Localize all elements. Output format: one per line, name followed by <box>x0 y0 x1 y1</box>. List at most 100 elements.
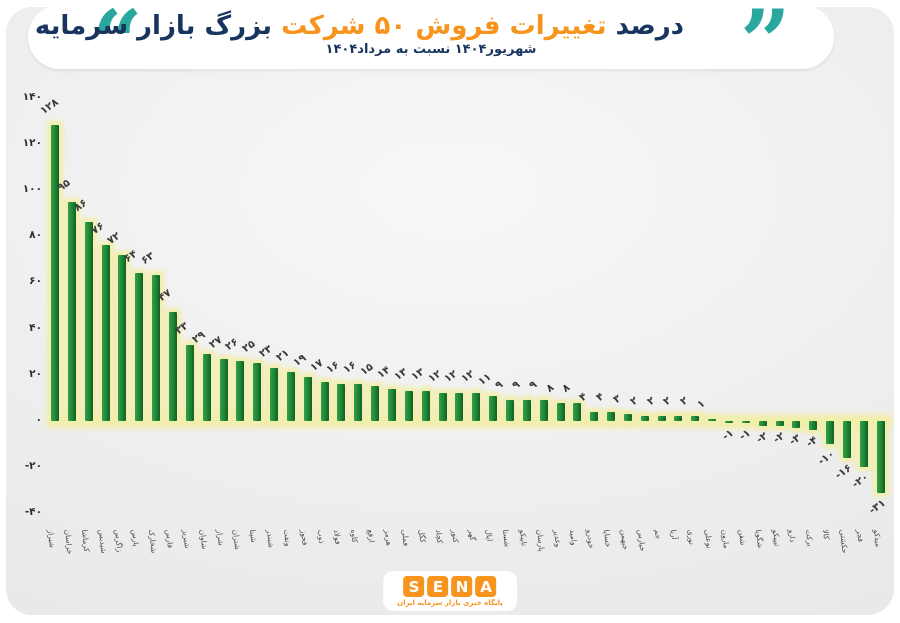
y-tick-label: -۲۰ <box>24 460 42 473</box>
bar <box>438 393 447 421</box>
category-label-text: شستا <box>500 529 512 548</box>
bar <box>859 421 868 468</box>
bar-value-label: ۲۷ <box>206 333 225 351</box>
bar <box>708 418 717 421</box>
category-label-text: کگل <box>416 529 428 544</box>
chart-title: درصد تغییرات فروش ۵۰ شرکت بزرگ بازار سرم… <box>35 11 684 41</box>
bar <box>135 273 144 421</box>
category-label-text: ارفع <box>366 529 377 544</box>
bar-value-label: ۱۶ <box>341 358 359 377</box>
sena-letter: N <box>451 576 473 597</box>
category-label-text: کاوه <box>349 529 360 544</box>
bar <box>286 372 295 421</box>
bar <box>573 402 582 421</box>
y-tick-label: -۴۰ <box>24 506 42 519</box>
category-label-text: فجر <box>854 529 866 543</box>
category-label-text: تاپیکو <box>517 529 529 547</box>
y-tick-label: ۸۰ <box>29 229 42 242</box>
bar <box>421 390 430 421</box>
bar <box>303 377 312 421</box>
bar <box>219 358 228 421</box>
bar <box>741 421 750 424</box>
title-part-dark-2: بزرگ بازار سرمایه <box>34 11 273 41</box>
bar <box>455 393 464 421</box>
title-part-dark-1: درصد <box>615 11 684 41</box>
bar <box>725 421 733 424</box>
category-label-text: ونفت <box>281 529 293 547</box>
bar <box>320 381 329 421</box>
category-label-text: خراسان <box>62 529 75 555</box>
bar <box>152 275 161 421</box>
category-label-text: شراز <box>214 529 226 546</box>
category-label-text: آریا <box>669 529 680 540</box>
category-label-text: نوری <box>686 529 697 546</box>
category-label-text: شبندر <box>265 529 276 549</box>
y-tick-label: ۱۴۰ <box>22 90 42 103</box>
bar-value-label: ۲ <box>627 394 641 409</box>
bar-value-label: ۱۴ <box>375 363 393 381</box>
y-tick-label: ۱۲۰ <box>22 136 42 149</box>
title-block: درصد تغییرات فروش ۵۰ شرکت بزرگ بازار سرم… <box>35 11 684 57</box>
bar <box>388 388 396 421</box>
bar <box>67 201 76 421</box>
bar-value-label: ۴ <box>594 390 607 404</box>
category-label-text: میدکو <box>871 529 883 548</box>
bar <box>118 254 127 421</box>
bar-value-label: ۲ <box>678 394 691 409</box>
bar-value-label: ۲۶ <box>223 335 241 353</box>
category-label-text: فخوز <box>298 529 310 546</box>
bar <box>657 416 666 421</box>
category-label-text: زاگرس <box>113 529 125 553</box>
bar <box>51 125 59 421</box>
bar-value-label: ۱۱ <box>476 370 494 388</box>
sena-letter: S <box>403 576 425 597</box>
bar-value-label: ۴ <box>577 390 590 404</box>
category-label-text: شاوان <box>197 529 209 550</box>
bar <box>168 312 177 421</box>
bar-value-label: ۱۶ <box>324 358 342 377</box>
category-label-text: دارو <box>787 529 798 543</box>
category-label-text: ذوب <box>315 529 327 544</box>
title-banner: “ درصد تغییرات فروش ۵۰ شرکت بزرگ بازار س… <box>28 5 834 71</box>
bar <box>101 245 110 421</box>
bar <box>270 367 279 421</box>
category-label-text: شپدیس <box>96 529 109 554</box>
category-label-text: تیپیکو <box>770 529 782 547</box>
open-quote-icon: “ <box>92 7 143 71</box>
bar-value-label: ۲۹ <box>189 328 208 346</box>
bar <box>674 416 683 421</box>
category-label-text: شتران <box>231 529 243 551</box>
category-label-text: مارون <box>720 529 731 549</box>
category-label-text: شخارک <box>147 529 159 554</box>
bar-value-label: ۱۷ <box>307 356 326 374</box>
category-label-text: بوعلی <box>703 529 715 550</box>
bar <box>472 393 481 421</box>
bar <box>84 222 93 421</box>
category-label-text: خپارس <box>635 529 648 552</box>
bar <box>371 386 380 421</box>
category-label-text: کالا <box>821 529 832 541</box>
bar <box>404 390 413 421</box>
bar-value-label: ۹ <box>493 378 506 393</box>
category-label-text: اپال <box>484 529 495 542</box>
bar <box>185 344 194 421</box>
bar-value-label: ۲۱ <box>274 347 292 365</box>
category-label-text: کچاد <box>433 529 445 544</box>
y-tick-label: ۶۰ <box>29 275 42 288</box>
bar <box>809 421 818 431</box>
sena-tagline: پایگاه خبری بازار سرمایه ایران <box>397 599 503 607</box>
bar <box>590 411 599 421</box>
bar <box>337 384 346 421</box>
bar-value-label: ۱۹ <box>290 351 309 370</box>
bar-value-label: ۲۵ <box>240 338 258 356</box>
bar <box>354 384 363 421</box>
bar <box>792 421 801 428</box>
bar-value-label: -۳۱ <box>866 496 888 517</box>
bar-value-label: ۹ <box>509 378 523 393</box>
bar <box>202 354 211 421</box>
bar <box>640 416 649 421</box>
bar-value-label: ۱۳ <box>391 365 410 383</box>
bar <box>623 414 632 421</box>
